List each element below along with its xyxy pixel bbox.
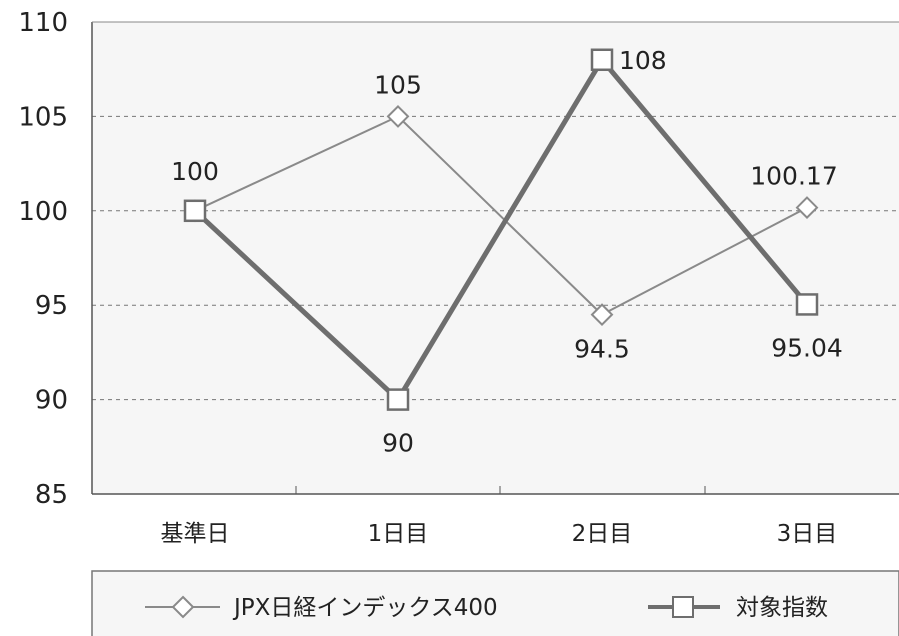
data-label: 90 [382,429,414,458]
square-point [795,293,819,316]
series-line-jpx [194,115,808,316]
y-tick-label: 95 [35,291,68,321]
data-label: 95.04 [771,333,843,362]
square-point [590,48,614,72]
square-marker-icon [672,596,694,618]
diamond-point [795,196,819,220]
y-tick-labels: 110 105 100 95 90 85 [18,8,68,510]
y-tick-label: 90 [35,386,68,416]
data-label: 94.5 [574,335,630,364]
x-tick-labels: 基準日 1日目 2日目 3日目 [161,486,838,547]
diamond-point [590,303,614,327]
data-label: 100.17 [750,162,837,191]
legend-label-jpx: JPX日経インデックス400 [232,595,498,621]
data-label: 108 [619,46,667,75]
plot-area [92,22,899,494]
square-point [183,199,207,223]
data-label: 105 [374,70,422,99]
square-point [386,388,410,411]
legend-box [91,570,899,636]
series-line-target-index [193,57,809,403]
y-tick-label: 100 [18,197,68,227]
legend-entry-jpx: JPX日経インデックス400 [145,595,498,621]
data-labels: 105 94.5 100.17 100 90 108 95.04 [171,46,843,458]
x-tick-label: 1日目 [368,521,429,547]
x-tick-label: 2日目 [572,521,633,547]
axes [91,21,899,495]
legend-label-target-index: 対象指数 [736,595,828,621]
y-tick-label: 110 [18,8,68,38]
legend-entry-target-index: 対象指数 [648,595,828,621]
y-tick-label: 85 [35,480,68,510]
x-tick-label: 基準日 [161,521,230,547]
diamond-marker-icon [171,595,195,619]
series-markers [183,48,819,411]
legend: JPX日経インデックス400 対象指数 [91,570,899,636]
diamond-point [386,104,410,128]
series-lines [193,57,809,403]
x-tick-label: 3日目 [777,521,838,547]
data-label: 100 [171,157,219,186]
y-tick-label: 105 [18,102,68,132]
